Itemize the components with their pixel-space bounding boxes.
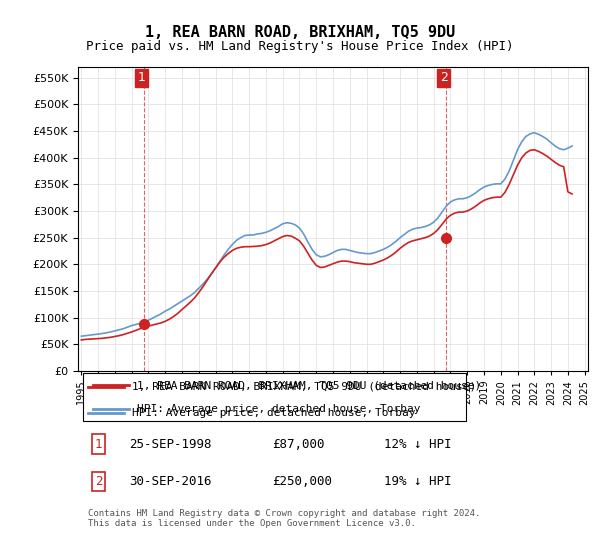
Text: 2: 2 <box>440 71 448 85</box>
Text: 1, REA BARN ROAD, BRIXHAM, TQ5 9DU (detached house): 1, REA BARN ROAD, BRIXHAM, TQ5 9DU (deta… <box>131 381 476 391</box>
Text: HPI: Average price, detached house, Torbay: HPI: Average price, detached house, Torb… <box>137 404 420 413</box>
Text: £87,000: £87,000 <box>272 437 325 451</box>
Text: HPI: Average price, detached house, Torbay: HPI: Average price, detached house, Torb… <box>131 408 415 418</box>
Text: 19% ↓ HPI: 19% ↓ HPI <box>384 475 452 488</box>
Text: 12% ↓ HPI: 12% ↓ HPI <box>384 437 452 451</box>
Text: 1: 1 <box>95 437 102 451</box>
Text: Contains HM Land Registry data © Crown copyright and database right 2024.
This d: Contains HM Land Registry data © Crown c… <box>88 509 481 529</box>
Text: 30-SEP-2016: 30-SEP-2016 <box>129 475 212 488</box>
FancyBboxPatch shape <box>83 374 466 421</box>
Text: 1, REA BARN ROAD, BRIXHAM, TQ5 9DU: 1, REA BARN ROAD, BRIXHAM, TQ5 9DU <box>145 25 455 40</box>
Text: £250,000: £250,000 <box>272 475 332 488</box>
Text: 25-SEP-1998: 25-SEP-1998 <box>129 437 212 451</box>
Text: 1, REA BARN ROAD, BRIXHAM, TQ5 9DU (detached house): 1, REA BARN ROAD, BRIXHAM, TQ5 9DU (deta… <box>137 380 481 390</box>
Text: Price paid vs. HM Land Registry's House Price Index (HPI): Price paid vs. HM Land Registry's House … <box>86 40 514 53</box>
Text: 2: 2 <box>95 475 102 488</box>
Text: 1: 1 <box>138 71 146 85</box>
